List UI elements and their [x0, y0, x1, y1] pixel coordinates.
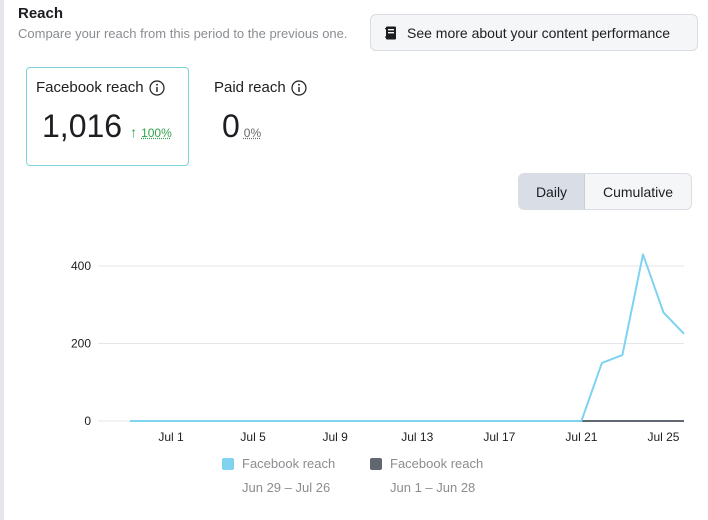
- content-performance-button[interactable]: See more about your content performance: [370, 14, 698, 51]
- x-tick-label: Jul 13: [401, 430, 433, 444]
- left-border: [0, 0, 4, 520]
- metric-value: 0: [222, 108, 240, 144]
- metric-delta: 100%: [141, 126, 172, 140]
- daily-toggle-button[interactable]: Daily: [519, 174, 585, 209]
- legend-swatch: [222, 457, 234, 470]
- info-icon[interactable]: [148, 79, 165, 96]
- legend-swatch: [370, 457, 382, 470]
- metric-label: Paid reach: [214, 79, 286, 96]
- section-title: Reach: [18, 5, 64, 22]
- x-tick-label: Jul 5: [240, 430, 266, 444]
- legend-label: Facebook reach: [390, 456, 484, 471]
- series-line-current: [130, 253, 685, 422]
- info-icon[interactable]: [291, 79, 307, 96]
- content-performance-label: See more about your content performance: [407, 24, 671, 41]
- metric-card-facebook-reach[interactable]: Facebook reach 1,016 ↑ 100%: [26, 67, 189, 166]
- legend-item-previous[interactable]: Facebook reach Jun 1 – Jun 28: [370, 456, 483, 495]
- x-tick-label: Jul 1: [158, 430, 184, 444]
- section-subtitle: Compare your reach from this period to t…: [18, 26, 348, 41]
- metric-value: 1,016: [42, 108, 123, 144]
- reach-line-chart: 0 200 400 Jul 1 Jul 5 Jul 9 Jul 13 Jul 17 Jul 21…: [71, 253, 685, 444]
- x-tick-label: Jul 21: [565, 430, 597, 444]
- metric-card-paid-reach[interactable]: Paid reach 0 0%: [204, 67, 354, 166]
- y-tick-label: 0: [84, 414, 91, 428]
- metric-label: Facebook reach: [36, 79, 144, 96]
- x-tick-label: Jul 25: [647, 430, 679, 444]
- cumulative-toggle-button[interactable]: Cumulative: [602, 183, 674, 200]
- legend-range: Jun 29 – Jul 26: [242, 480, 331, 495]
- y-tick-label: 400: [71, 259, 91, 273]
- x-tick-label: Jul 9: [323, 430, 349, 444]
- x-tick-label: Jul 17: [483, 430, 515, 444]
- legend-item-current[interactable]: Facebook reach Jun 29 – Jul 26: [222, 456, 335, 495]
- notebook-icon: [385, 26, 397, 40]
- legend-range: Jun 1 – Jun 28: [390, 480, 476, 495]
- metric-delta: 0%: [243, 126, 262, 140]
- arrow-up-icon: ↑: [130, 124, 138, 140]
- legend-label: Facebook reach: [242, 456, 336, 471]
- y-tick-label: 200: [71, 337, 91, 351]
- view-toggle: Daily Cumulative: [518, 173, 692, 210]
